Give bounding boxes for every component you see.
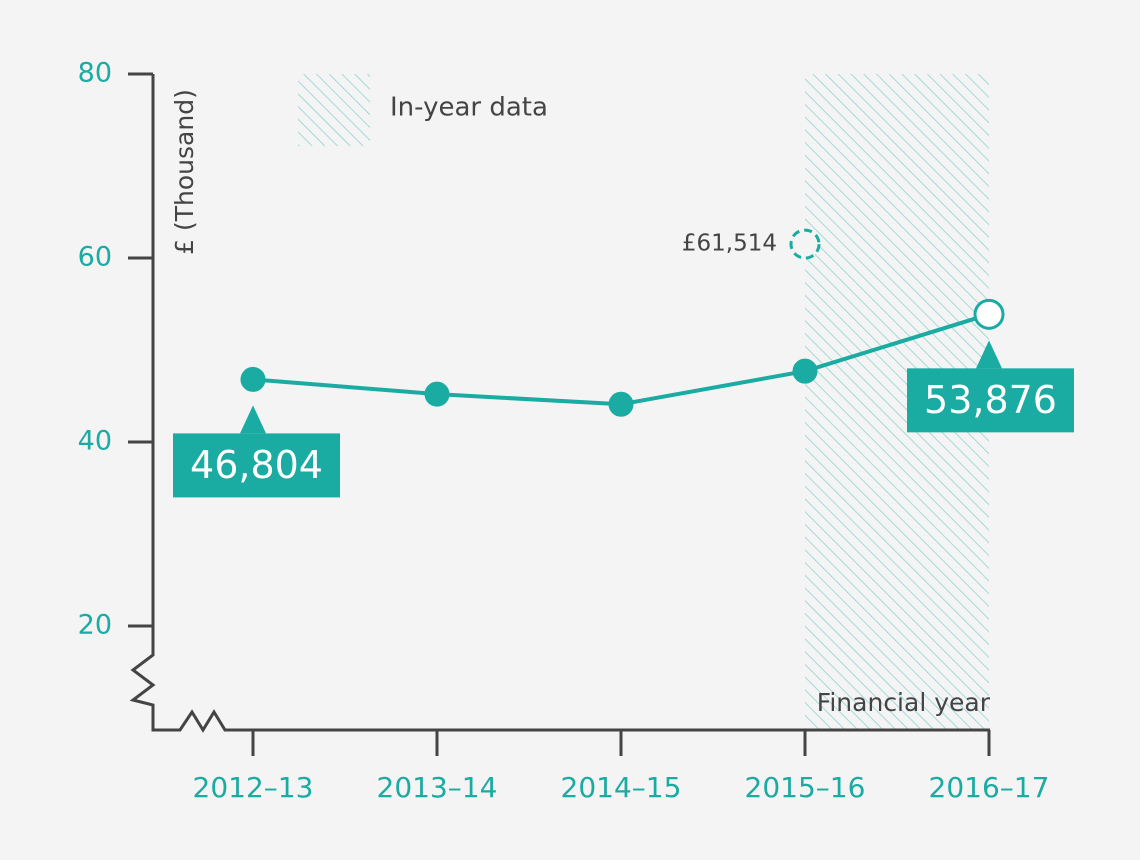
data-point bbox=[792, 358, 818, 384]
x-tick-label: 2012–13 bbox=[193, 771, 314, 804]
data-label: 46,804 bbox=[190, 443, 323, 487]
label-box bbox=[907, 368, 1074, 433]
y-tick-label: 40 bbox=[78, 426, 112, 457]
x-tick-label: 2014–15 bbox=[561, 771, 682, 804]
axes bbox=[129, 74, 990, 733]
annotation-label: £61,514 bbox=[682, 231, 777, 257]
legend-label: In-year data bbox=[390, 93, 548, 123]
y-axis-label: £ (Thousand) bbox=[170, 89, 199, 255]
label-pointer bbox=[976, 340, 1002, 369]
legend-swatch bbox=[298, 74, 370, 146]
y-tick-label: 80 bbox=[78, 58, 112, 89]
y-tick-label: 20 bbox=[78, 610, 112, 641]
projected-point bbox=[789, 228, 821, 260]
y-tick-label: 60 bbox=[78, 242, 112, 273]
data-label: 53,876 bbox=[924, 378, 1057, 422]
label-box bbox=[173, 433, 340, 498]
x-axis-label: Financial year bbox=[817, 688, 991, 717]
data-point bbox=[240, 366, 266, 392]
x-tick-label: 2013–14 bbox=[377, 771, 498, 804]
label-pointer bbox=[240, 405, 266, 434]
x-tick-label: 2016–17 bbox=[929, 771, 1050, 804]
data-point bbox=[608, 391, 634, 417]
data-point bbox=[973, 298, 1005, 330]
x-tick-label: 2015–16 bbox=[745, 771, 866, 804]
data-point bbox=[424, 381, 450, 407]
